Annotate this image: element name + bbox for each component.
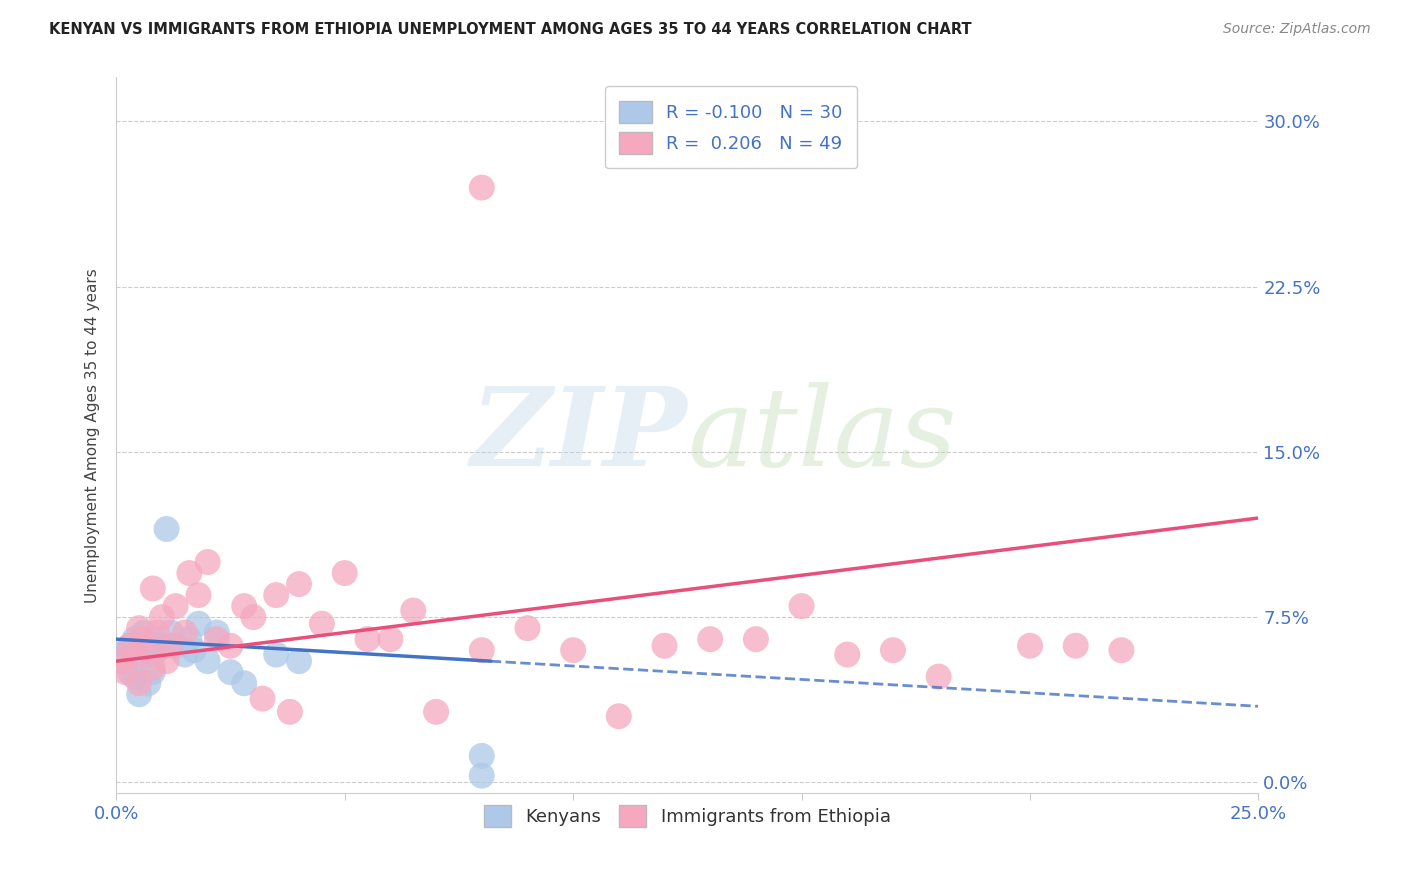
Point [142,661,165,675]
Point [142,582,165,596]
Point [136,643,159,657]
Point [132,625,155,640]
Point [471,748,494,763]
Point [173,625,195,640]
Point [928,670,950,684]
Point [471,180,494,194]
Point [264,648,287,662]
Point [146,643,169,657]
Point [173,648,195,662]
Point [187,588,209,602]
Point [142,665,165,680]
Point [155,654,177,668]
Point [242,610,264,624]
Point [132,632,155,647]
Point [118,639,141,653]
Point [128,687,150,701]
Point [219,665,242,680]
Point [790,599,813,613]
Point [179,566,201,580]
Point [114,654,136,668]
Text: Source: ZipAtlas.com: Source: ZipAtlas.com [1223,22,1371,37]
Point [562,643,585,657]
Point [124,648,146,662]
Point [205,632,228,647]
Point [136,676,159,690]
Text: atlas: atlas [688,382,957,489]
Point [278,705,301,719]
Point [160,625,183,640]
Point [471,769,494,783]
Point [288,654,311,668]
Point [179,632,201,647]
Point [136,648,159,662]
Point [187,616,209,631]
Point [1339,643,1361,657]
Point [150,639,173,653]
Point [1019,639,1042,653]
Point [150,610,173,624]
Point [205,625,228,640]
Point [654,639,676,653]
Point [471,643,494,657]
Point [197,654,219,668]
Point [882,643,904,657]
Point [124,632,146,647]
Point [699,632,721,647]
Point [745,632,768,647]
Point [114,665,136,680]
Point [402,603,425,617]
Point [128,643,150,657]
Point [146,625,169,640]
Point [356,632,378,647]
Text: KENYAN VS IMMIGRANTS FROM ETHIOPIA UNEMPLOYMENT AMONG AGES 35 TO 44 YEARS CORREL: KENYAN VS IMMIGRANTS FROM ETHIOPIA UNEMP… [49,22,972,37]
Point [118,665,141,680]
Point [197,555,219,569]
Point [607,709,630,723]
Point [252,691,274,706]
Point [128,676,150,690]
Point [1111,643,1133,657]
Point [516,621,538,635]
Point [1064,639,1087,653]
Point [155,522,177,536]
Point [380,632,402,647]
Point [165,599,187,613]
Point [124,670,146,684]
Point [425,705,447,719]
Point [288,577,311,591]
Y-axis label: Unemployment Among Ages 35 to 44 years: Unemployment Among Ages 35 to 44 years [86,268,100,603]
Point [142,632,165,647]
Point [233,599,256,613]
Point [118,639,141,653]
Point [837,648,859,662]
Text: ZIP: ZIP [471,382,688,489]
Point [264,588,287,602]
Point [183,643,205,657]
Point [160,639,183,653]
Point [128,621,150,635]
Point [311,616,333,631]
Point [110,648,132,662]
Point [165,639,187,653]
Point [233,676,256,690]
Point [110,654,132,668]
Legend: Kenyans, Immigrants from Ethiopia: Kenyans, Immigrants from Ethiopia [477,798,898,834]
Point [219,639,242,653]
Point [333,566,356,580]
